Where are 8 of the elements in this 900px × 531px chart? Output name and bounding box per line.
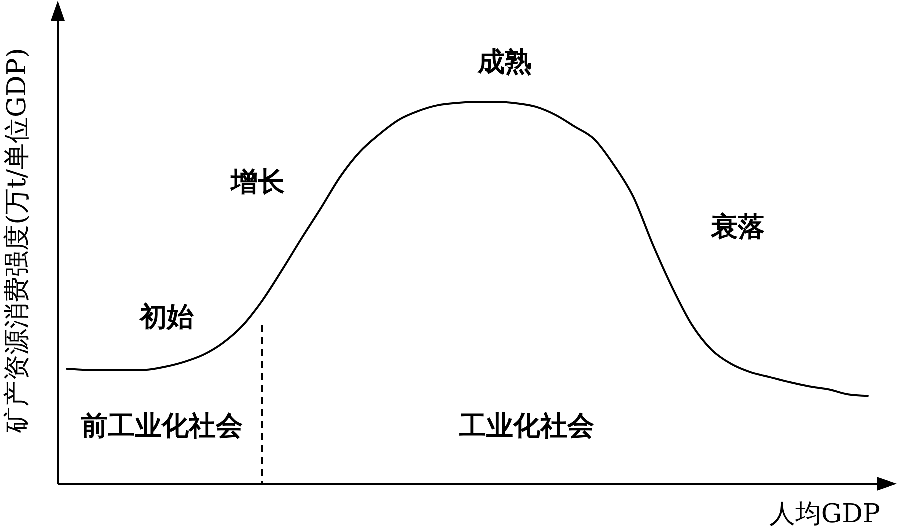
annotation: 衰落 bbox=[710, 212, 765, 243]
annotation: 前工业化社会 bbox=[80, 411, 243, 442]
annotation: 增长 bbox=[230, 167, 285, 198]
annotation: 工业化社会 bbox=[458, 411, 594, 442]
y-axis-title: 矿产资源消费强度(万t/单位GDP) bbox=[2, 48, 32, 434]
x-axis-title: 人均GDP bbox=[769, 500, 880, 530]
annotation: 初始 bbox=[139, 302, 194, 333]
text: 成熟 bbox=[477, 47, 532, 78]
